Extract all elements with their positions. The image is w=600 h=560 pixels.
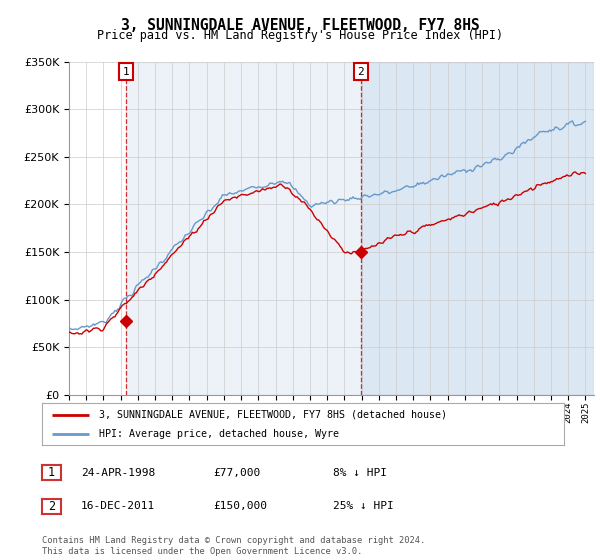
Text: 2: 2 — [358, 67, 364, 77]
Text: 3, SUNNINGDALE AVENUE, FLEETWOOD, FY7 8HS: 3, SUNNINGDALE AVENUE, FLEETWOOD, FY7 8H… — [121, 18, 479, 33]
Text: £77,000: £77,000 — [213, 468, 260, 478]
Text: 1: 1 — [48, 466, 55, 479]
Text: 25% ↓ HPI: 25% ↓ HPI — [333, 501, 394, 511]
Text: Contains HM Land Registry data © Crown copyright and database right 2024.
This d: Contains HM Land Registry data © Crown c… — [42, 536, 425, 556]
Text: £150,000: £150,000 — [213, 501, 267, 511]
Text: 1: 1 — [122, 67, 129, 77]
Text: HPI: Average price, detached house, Wyre: HPI: Average price, detached house, Wyre — [100, 429, 340, 439]
Bar — [361, 62, 594, 395]
Text: Price paid vs. HM Land Registry's House Price Index (HPI): Price paid vs. HM Land Registry's House … — [97, 29, 503, 42]
Text: 16-DEC-2011: 16-DEC-2011 — [81, 501, 155, 511]
Bar — [126, 62, 594, 395]
Text: 8% ↓ HPI: 8% ↓ HPI — [333, 468, 387, 478]
Text: 24-APR-1998: 24-APR-1998 — [81, 468, 155, 478]
Text: 2: 2 — [48, 500, 55, 513]
Text: 3, SUNNINGDALE AVENUE, FLEETWOOD, FY7 8HS (detached house): 3, SUNNINGDALE AVENUE, FLEETWOOD, FY7 8H… — [100, 409, 448, 419]
